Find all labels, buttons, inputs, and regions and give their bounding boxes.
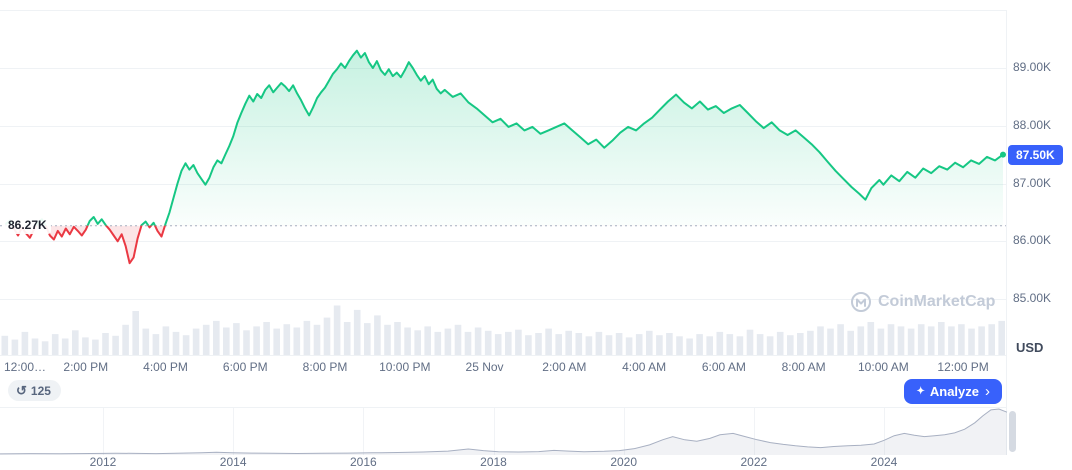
- current-price-badge: 87.50K: [1008, 144, 1063, 165]
- time-tick: 6:00 AM: [701, 360, 746, 374]
- time-tick: 2:00 PM: [63, 360, 109, 374]
- navigator-drag-area[interactable]: [0, 408, 1007, 455]
- price-tick: 87.00K: [1013, 175, 1052, 190]
- currency-unit-toggle[interactable]: USD: [1016, 340, 1044, 355]
- analyze-label: Analyze: [929, 384, 979, 399]
- coinmarketcap-logo-icon: [851, 292, 871, 312]
- open-price-label: 86.27K: [4, 215, 51, 234]
- time-tick: 12:00 PM: [937, 360, 989, 374]
- price-line-up: [5, 49, 1004, 226]
- watermark-text: CoinMarketCap: [878, 293, 996, 310]
- year-tick: 2014: [219, 455, 247, 469]
- year-tick: 2018: [480, 455, 507, 469]
- history-icon: ↺: [16, 383, 27, 398]
- price-tick: 88.00K: [1013, 117, 1052, 132]
- history-count-badge[interactable]: ↺ 125: [8, 380, 61, 401]
- year-tick: 2024: [870, 455, 898, 469]
- year-tick: 2016: [349, 455, 377, 469]
- latest-price-dot: [1000, 151, 1006, 158]
- time-tick: 12:00…: [4, 360, 47, 374]
- time-tick: 25 Nov: [465, 360, 504, 374]
- year-tick: 2020: [610, 455, 638, 469]
- chevron-right-icon: ›: [985, 383, 990, 400]
- time-tick: 6:00 PM: [222, 360, 268, 374]
- sparkle-icon: ✦: [916, 385, 925, 397]
- history-count: 125: [30, 383, 51, 398]
- time-tick: 2:00 AM: [542, 360, 587, 374]
- navigator: [0, 408, 1008, 455]
- price-area-fill-up: [6, 50, 1003, 226]
- time-tick: 8:00 AM: [781, 360, 826, 374]
- price-tick: 89.00K: [1013, 60, 1052, 74]
- price-tick: 86.00K: [1013, 233, 1052, 248]
- time-tick: 4:00 AM: [622, 360, 667, 374]
- navigator-scrollbar[interactable]: [1009, 411, 1016, 452]
- volume-bars: [1, 305, 1005, 356]
- coinmarketcap-watermark: CoinMarketCap: [850, 291, 995, 313]
- time-tick: 10:00 AM: [858, 360, 909, 374]
- time-tick: 8:00 PM: [302, 360, 348, 374]
- year-tick: 2012: [89, 455, 117, 469]
- year-tick: 2022: [740, 455, 768, 469]
- analyze-button[interactable]: ✦ Analyze ›: [904, 379, 1002, 404]
- time-tick: 10:00 PM: [379, 360, 431, 374]
- price-line-down: [11, 225, 166, 265]
- time-tick: 4:00 PM: [143, 360, 188, 374]
- price-tick: 85.00K: [1013, 291, 1052, 305]
